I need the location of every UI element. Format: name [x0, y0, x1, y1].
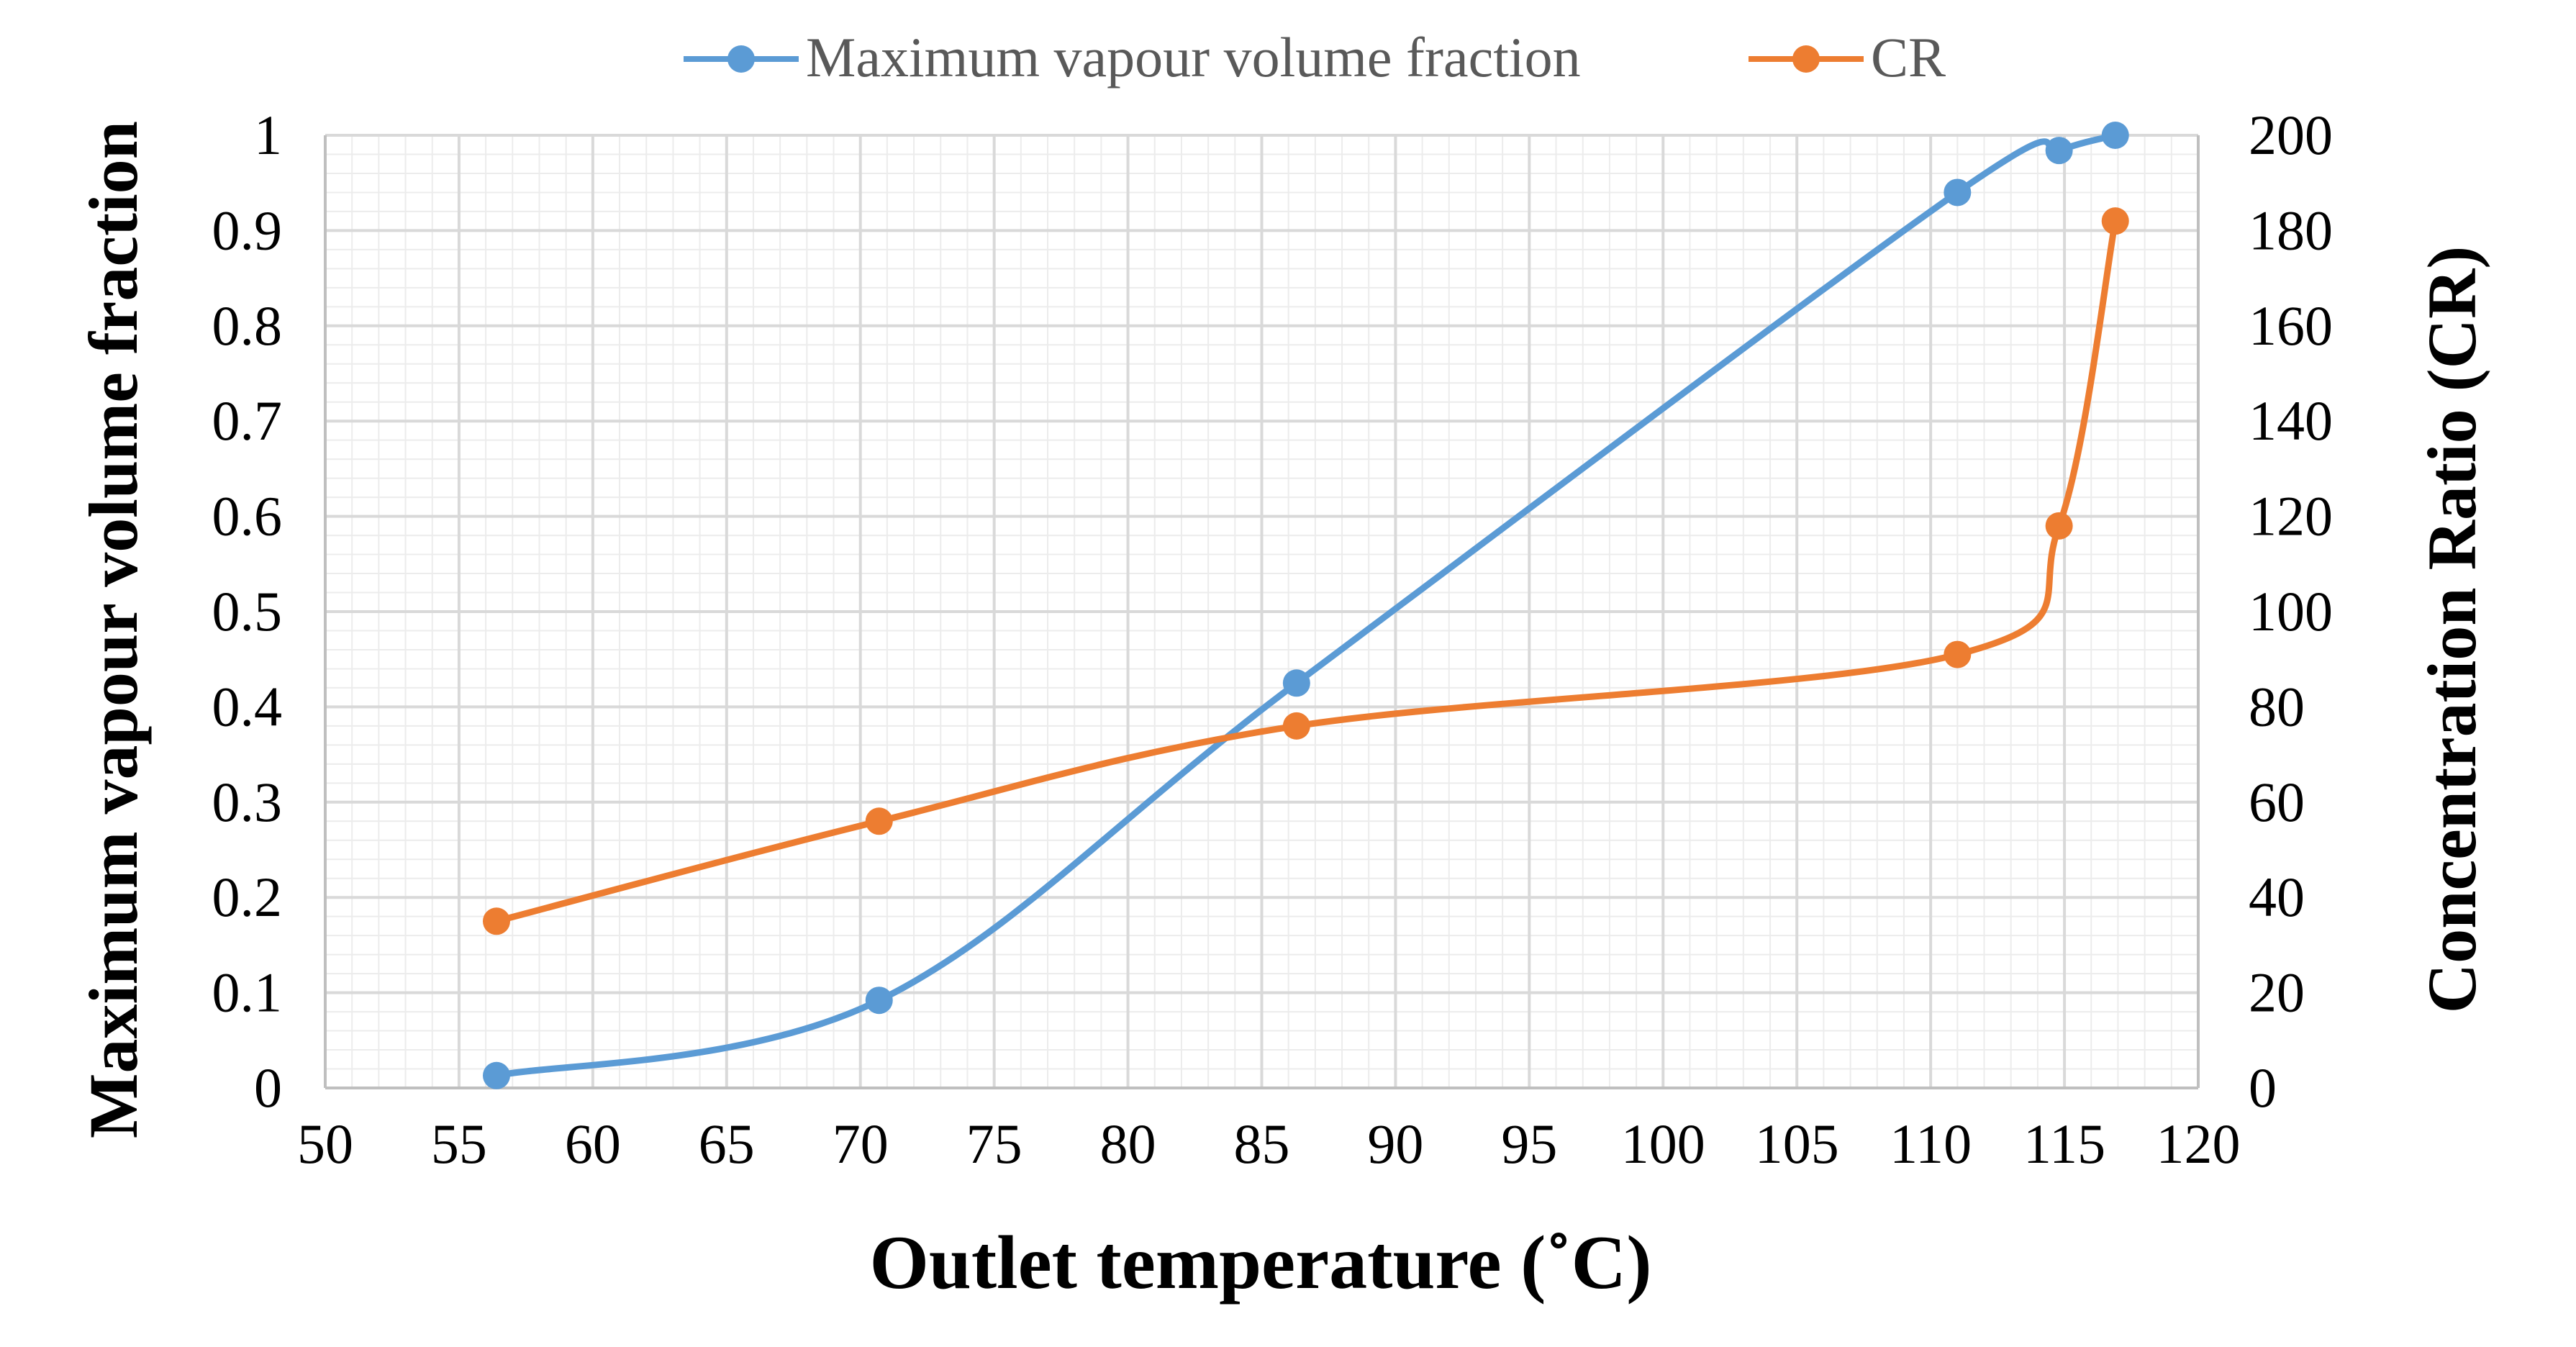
- series-2-point: [2101, 207, 2129, 235]
- axes: 50 55 60 65 70 75 80 85 90 95 100 105 110 115 12000.10…: [212, 104, 2334, 1175]
- legend-label-2: CR: [1871, 26, 1946, 89]
- legend-label-1: Maximum vapour volume fraction: [806, 26, 1581, 89]
- series-1-point: [2045, 137, 2073, 165]
- x-tick-label: 100: [1621, 1112, 1705, 1175]
- x-tick-label: 65: [699, 1112, 755, 1175]
- y-tick-label: 0.1: [212, 961, 283, 1024]
- x-tick-label: 120: [2157, 1112, 2241, 1175]
- y2-tick-label: 160: [2249, 294, 2333, 357]
- y-tick-label: 0.6: [212, 485, 283, 548]
- y-tick-label: 0: [254, 1056, 282, 1119]
- y-tick-label: 0.2: [212, 866, 283, 928]
- y2-tick-label: 140: [2249, 389, 2333, 452]
- x-tick-label: 90: [1367, 1112, 1423, 1175]
- x-tick-label: 105: [1755, 1112, 1839, 1175]
- series-1-point: [1282, 669, 1310, 697]
- series-layer: [482, 122, 2129, 1089]
- x-tick-label: 55: [431, 1112, 487, 1175]
- y2-tick-label: 120: [2249, 485, 2333, 548]
- y2-tick-label: 80: [2249, 675, 2305, 738]
- y-tick-label: 0.7: [212, 389, 283, 452]
- y2-tick-label: 20: [2249, 961, 2305, 1024]
- series-2-point: [1944, 640, 1972, 668]
- x-tick-label: 110: [1890, 1112, 1972, 1175]
- y2-axis-title: Concentration Ratio (CR): [2413, 246, 2490, 1014]
- x-tick-label: 85: [1234, 1112, 1290, 1175]
- legend: Maximum vapour volume fraction CR: [684, 26, 1946, 89]
- y-tick-label: 0.8: [212, 294, 283, 357]
- gridlines: [324, 134, 2200, 1089]
- legend-marker-dot-2: [1792, 45, 1820, 73]
- legend-marker-dot-1: [727, 45, 755, 73]
- y2-tick-label: 40: [2249, 866, 2305, 928]
- x-axis-title: Outlet temperature (˚C): [869, 1220, 1651, 1305]
- y-tick-label: 0.3: [212, 771, 283, 833]
- y2-tick-label: 200: [2249, 104, 2333, 166]
- series-2-point: [865, 807, 893, 835]
- x-tick-label: 75: [966, 1112, 1022, 1175]
- series-2-point: [2045, 512, 2073, 540]
- y-tick-label: 0.4: [212, 675, 283, 738]
- y-tick-label: 1: [254, 104, 282, 166]
- x-tick-label: 70: [833, 1112, 889, 1175]
- series-1-point: [1944, 178, 1972, 207]
- series-2-point: [482, 907, 510, 935]
- series-1-point: [2101, 122, 2129, 149]
- series-1-point: [865, 987, 893, 1015]
- y-tick-label: 0.9: [212, 199, 283, 261]
- y2-tick-label: 100: [2249, 580, 2333, 643]
- y-axis-title: Maximum vapour volume fraction: [75, 121, 152, 1138]
- y2-tick-label: 180: [2249, 199, 2333, 261]
- series-1-point: [482, 1061, 510, 1089]
- series-2-point: [1282, 712, 1310, 740]
- x-tick-label: 95: [1501, 1112, 1557, 1175]
- x-tick-label: 80: [1100, 1112, 1156, 1175]
- y2-tick-label: 0: [2249, 1056, 2277, 1119]
- series-line-1: [493, 132, 2119, 1079]
- x-tick-label: 50: [297, 1112, 353, 1175]
- x-tick-label: 115: [2023, 1112, 2105, 1175]
- x-tick-label: 60: [565, 1112, 621, 1175]
- y2-tick-label: 60: [2249, 771, 2305, 833]
- y-tick-label: 0.5: [212, 580, 283, 643]
